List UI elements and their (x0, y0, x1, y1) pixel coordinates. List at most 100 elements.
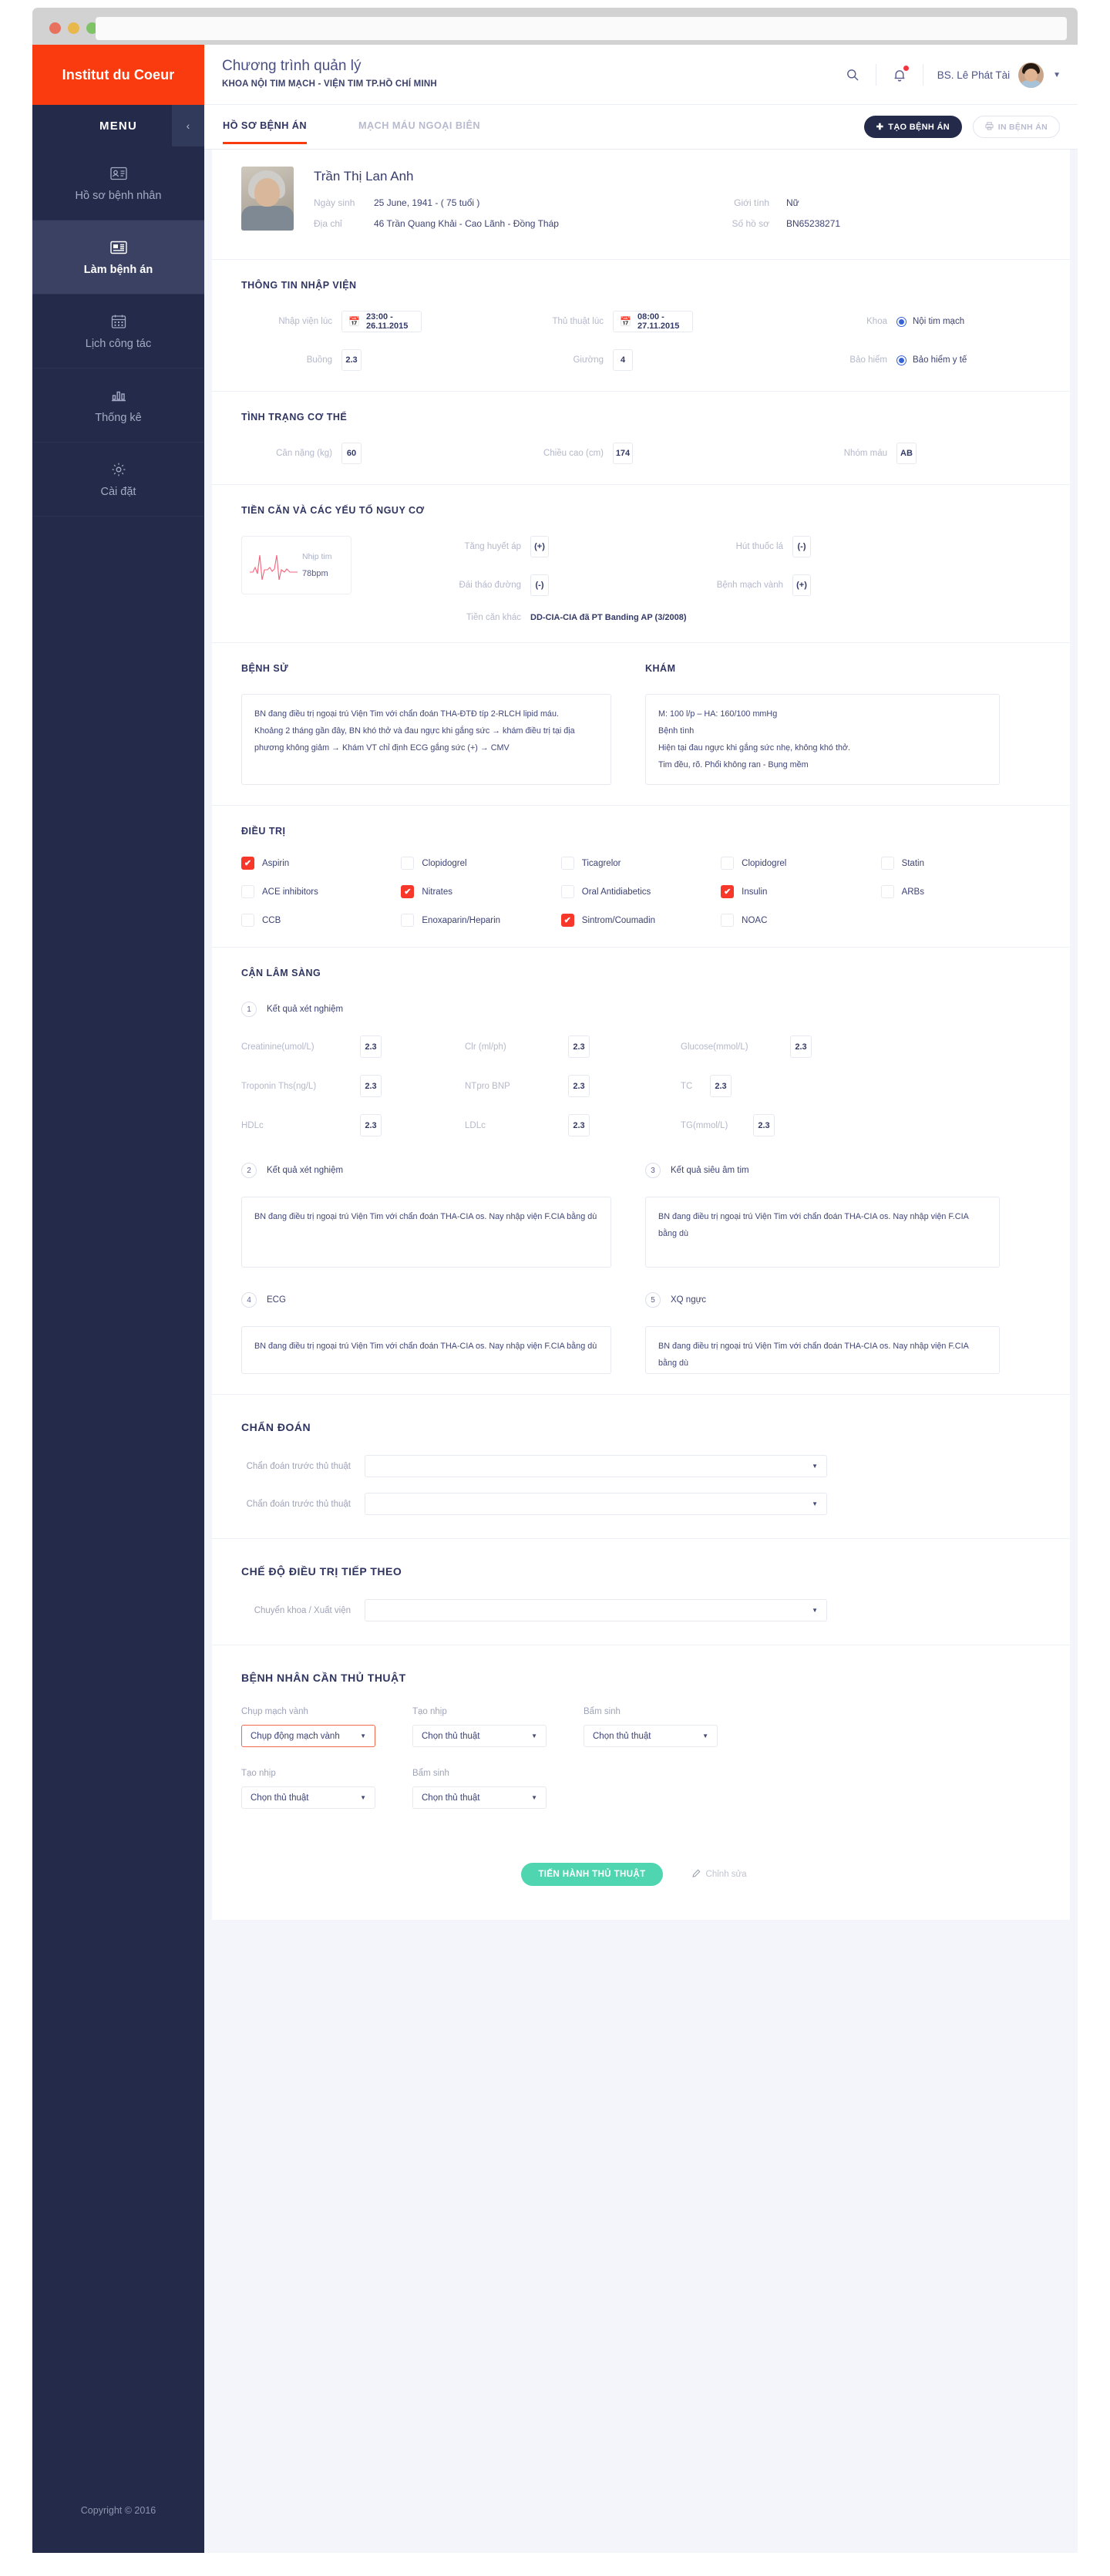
department-radio[interactable]: Nội tim mạch (896, 316, 965, 327)
proceed-procedure-button[interactable]: TIẾN HÀNH THỦ THUẬT (521, 1863, 663, 1886)
address-bar[interactable] (96, 17, 1067, 40)
checkbox-ccb[interactable] (241, 914, 254, 927)
procedure-select-1[interactable]: Chụp động mạch vành ▼ (241, 1725, 375, 1747)
blood-type-field[interactable]: AB (896, 443, 917, 464)
diabetes-field[interactable]: (-) (530, 574, 549, 596)
weight-field[interactable]: 60 (341, 443, 362, 464)
browser-chrome (32, 8, 1078, 49)
checkbox-item[interactable]: Clopidogrel (401, 857, 560, 870)
procedure-time-field[interactable]: 📅 08:00 - 27.11.2015 (613, 311, 693, 332)
checkbox-item[interactable]: ACE inhibitors (241, 885, 401, 898)
procedure-select-3[interactable]: Chọn thủ thuật ▼ (584, 1725, 718, 1747)
checkbox-item[interactable]: Enoxaparin/Heparin (401, 914, 560, 927)
checkbox-sintrom-coumadin[interactable]: ✔ (560, 914, 574, 927)
clinical-group-3-textarea[interactable]: BN đang điều trị ngoại trú Viện Tim với … (645, 1197, 1000, 1268)
checkbox-insulin[interactable]: ✔ (721, 885, 735, 898)
checkbox-item[interactable]: CCB (241, 914, 401, 927)
procedures-row-2: Tạo nhịp Chọn thủ thuật ▼ Bẩm sinh Chọn … (241, 1769, 1041, 1809)
tab-ho-so-benh-an[interactable]: HỒ SƠ BỆNH ÁN (223, 120, 308, 144)
checkbox-aspirin[interactable]: ✔ (241, 857, 254, 870)
sidebar-item-lich-cong-tac[interactable]: Lịch công tác (32, 295, 204, 369)
checkbox-item[interactable]: ✔ Aspirin (241, 857, 401, 870)
sidebar-item-cai-dat[interactable]: Cài đặt (32, 443, 204, 517)
bell-icon[interactable] (890, 65, 910, 84)
room-field[interactable]: 2.3 (341, 349, 362, 371)
checkbox-noac[interactable] (721, 914, 735, 927)
lab-field-troponin[interactable]: 2.3 (360, 1075, 382, 1097)
checkbox-item[interactable]: Clopidogrel (721, 857, 880, 870)
bed-field[interactable]: 4 (613, 349, 633, 371)
checkbox-clopidogrel[interactable] (401, 857, 415, 870)
maximize-window-dot[interactable] (86, 22, 98, 34)
checkbox-nitrates[interactable]: ✔ (401, 885, 415, 898)
checkbox-label: ACE inhibitors (262, 887, 318, 897)
checkbox-item[interactable]: ARBs (880, 885, 1041, 898)
create-record-button[interactable]: ✚ TẠO BỆNH ÁN (863, 116, 962, 138)
history-textarea[interactable]: BN đang điều trị ngoại trú Viện Tim với … (241, 694, 611, 785)
window-controls[interactable] (49, 22, 98, 34)
exam-textarea[interactable]: M: 100 l/p – HA: 160/100 mmHg Bệnh tình … (645, 694, 1000, 785)
clinical-group-5-textarea[interactable]: BN đang điều trị ngoại trú Viện Tim với … (645, 1326, 1000, 1374)
avatar-face (1024, 68, 1038, 82)
sidebar-item-lam-benh-an[interactable]: Làm bệnh án (32, 221, 204, 295)
checkbox-oral-antidiabetics[interactable] (560, 885, 574, 898)
user-name: BS. Lê Phát Tài (937, 69, 1011, 81)
cad-field[interactable]: (+) (792, 574, 811, 596)
procedure-select-2[interactable]: Chọn thủ thuật ▼ (412, 1725, 547, 1747)
next-care-select[interactable]: ▼ (365, 1599, 827, 1621)
checkbox-ace-inhibitors[interactable] (241, 885, 254, 898)
checkbox-label: Clopidogrel (422, 858, 467, 868)
checkbox-ticagrelor[interactable] (560, 857, 574, 870)
department-label: Khoa (866, 317, 887, 326)
lab-field-ntprobnp[interactable]: 2.3 (568, 1075, 590, 1097)
chevron-down-icon[interactable]: ▼ (1053, 70, 1061, 79)
brand-logo[interactable]: Institut du Coeur (32, 45, 204, 105)
sidebar-item-thong-ke[interactable]: Thống kê (32, 369, 204, 443)
tab-mach-mau-ngoai-bien[interactable]: MẠCH MÁU NGOẠI BIÊN (358, 120, 480, 131)
checkbox-statin[interactable] (880, 857, 894, 870)
procedure-select-4[interactable]: Chọn thủ thuật ▼ (241, 1786, 375, 1809)
height-field[interactable]: 174 (613, 443, 633, 464)
department-value: Nội tim mạch (913, 317, 965, 326)
chevron-down-icon: ▼ (702, 1732, 708, 1739)
checkbox-item[interactable]: Oral Antidiabetics (560, 885, 721, 898)
checkbox-item[interactable]: Ticagrelor (560, 857, 721, 870)
search-icon[interactable] (843, 66, 862, 84)
checkbox-enoxaparin-heparin[interactable] (401, 914, 415, 927)
admit-time-field[interactable]: 📅 23:00 - 26.11.2015 (341, 311, 422, 332)
lab-field-hdlc[interactable]: 2.3 (360, 1114, 382, 1136)
checkbox-item[interactable]: ✔ Sintrom/Coumadin (560, 914, 721, 927)
checkbox-item[interactable]: Statin (880, 857, 1041, 870)
procedure-time-value: 08:00 - 27.11.2015 (637, 312, 680, 331)
checkbox-clopidogrel-2[interactable] (721, 857, 735, 870)
sidebar-collapse-button[interactable]: ‹ (172, 105, 204, 146)
smoking-field[interactable]: (-) (792, 536, 811, 557)
lab-field-tg[interactable]: 2.3 (753, 1114, 775, 1136)
avatar[interactable] (1018, 62, 1044, 88)
lab-field-ldlc[interactable]: 2.3 (568, 1114, 590, 1136)
close-window-dot[interactable] (49, 22, 61, 34)
lab-field-glucose[interactable]: 2.3 (790, 1035, 812, 1058)
menu-label: MENU (99, 119, 137, 133)
checkbox-item[interactable]: NOAC (721, 914, 880, 927)
procedure-select-5[interactable]: Chọn thủ thuật ▼ (412, 1786, 547, 1809)
lab-field-creatinine[interactable]: 2.3 (360, 1035, 382, 1058)
edit-button[interactable]: Chỉnh sửa (678, 1863, 761, 1886)
checkbox-item[interactable]: ✔ Nitrates (401, 885, 560, 898)
chevron-down-icon: ▼ (360, 1732, 366, 1739)
print-record-button[interactable]: IN BỆNH ÁN (972, 116, 1060, 138)
sidebar-item-ho-so-benh-nhan[interactable]: Hồ sơ bệnh nhân (32, 146, 204, 221)
risk-row-2: Đái tháo đường (-) Bệnh mạch vành (+) (382, 574, 1041, 596)
checkbox-label: Oral Antidiabetics (581, 887, 651, 897)
minimize-window-dot[interactable] (68, 22, 79, 34)
clinical-group-4-textarea[interactable]: BN đang điều trị ngoại trú Viện Tim với … (241, 1326, 611, 1374)
insurance-radio[interactable]: Bảo hiểm y tế (896, 355, 967, 365)
checkbox-arbs[interactable] (880, 885, 894, 898)
checkbox-item[interactable]: ✔ Insulin (721, 885, 880, 898)
diagnosis-select-2[interactable]: ▼ (365, 1493, 827, 1515)
lab-field-clr[interactable]: 2.3 (568, 1035, 590, 1058)
diagnosis-select-1[interactable]: ▼ (365, 1455, 827, 1477)
clinical-group-2-textarea[interactable]: BN đang điều trị ngoại trú Viện Tim với … (241, 1197, 611, 1268)
hypertension-field[interactable]: (+) (530, 536, 549, 557)
lab-field-tc[interactable]: 2.3 (710, 1075, 732, 1097)
